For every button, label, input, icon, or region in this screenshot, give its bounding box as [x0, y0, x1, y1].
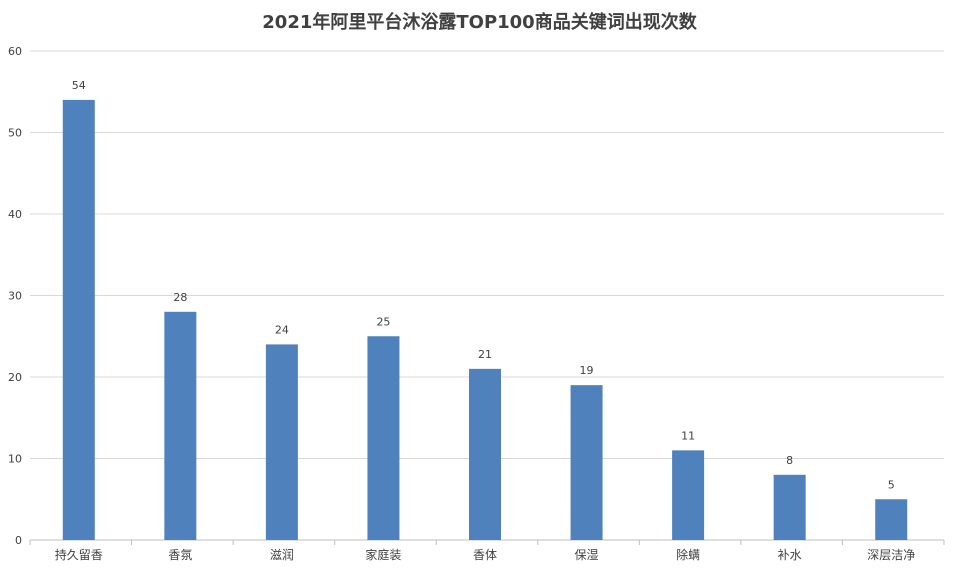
y-tick-label: 20	[8, 371, 22, 384]
data-label: 8	[786, 454, 793, 467]
x-tick-label: 滋润	[270, 548, 294, 562]
bar	[469, 369, 501, 540]
data-label: 54	[72, 79, 86, 92]
data-label: 21	[478, 348, 492, 361]
x-tick-label: 深层洁净	[867, 548, 915, 562]
bar	[367, 336, 399, 540]
bar	[875, 499, 907, 540]
chart-title: 2021年阿里平台沐浴露TOP100商品关键词出现次数	[0, 8, 959, 34]
y-tick-label: 60	[8, 45, 22, 58]
bar	[164, 312, 196, 540]
x-tick-label: 香氛	[168, 548, 192, 562]
data-label: 28	[173, 291, 187, 304]
data-label: 25	[376, 315, 390, 328]
y-tick-label: 10	[8, 453, 22, 466]
x-tick-label: 香体	[473, 548, 497, 562]
bar	[571, 385, 603, 540]
y-tick-label: 40	[8, 208, 22, 221]
data-label: 11	[681, 429, 695, 442]
bars	[63, 100, 907, 540]
bar	[774, 475, 806, 540]
bar	[63, 100, 95, 540]
x-tick-label: 持久留香	[55, 547, 103, 562]
y-tick-label: 30	[8, 290, 22, 303]
bar	[266, 344, 298, 540]
bar	[672, 450, 704, 540]
x-axis-tick-labels: 持久留香 香氛 滋润 家庭装 香体 保湿 除螨 补水 深层洁净	[55, 547, 915, 562]
y-axis-tick-labels: 0 10 20 30 40 50 60	[8, 45, 22, 547]
data-label: 5	[888, 478, 895, 491]
y-tick-label: 50	[8, 127, 22, 140]
y-tick-label: 0	[15, 534, 22, 547]
x-tick-label: 家庭装	[365, 547, 401, 562]
data-label: 19	[580, 364, 594, 377]
x-tick-label: 保湿	[575, 547, 599, 562]
data-label: 24	[275, 323, 289, 336]
x-tick-label: 补水	[778, 548, 802, 562]
x-tick-label: 除螨	[676, 547, 700, 562]
